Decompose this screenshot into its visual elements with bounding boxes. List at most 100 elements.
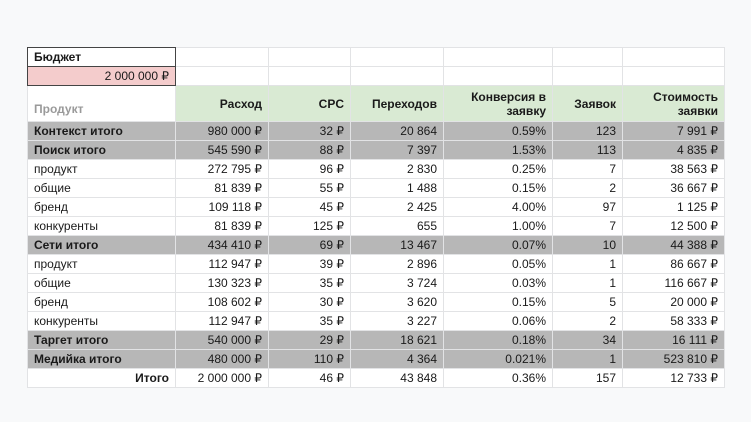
value-cell[interactable]: 1 488 [350,178,444,198]
value-cell[interactable]: 112 947 ₽ [175,254,269,274]
value-cell[interactable]: 0.18% [443,330,553,350]
value-cell[interactable]: 112 947 ₽ [175,311,269,331]
value-cell[interactable]: 44 388 ₽ [622,235,725,255]
col-header-product[interactable]: Продукт [27,85,176,122]
value-cell[interactable]: 1.53% [443,140,553,160]
value-cell[interactable]: 2 [552,311,623,331]
value-cell[interactable]: 12 500 ₽ [622,216,725,236]
value-cell[interactable]: 110 ₽ [268,349,351,369]
row-label-cell[interactable]: Таргет итого [27,330,176,350]
value-cell[interactable]: 1.00% [443,216,553,236]
value-cell[interactable]: 7 397 [350,140,444,160]
value-cell[interactable]: 123 [552,121,623,141]
row-label-cell[interactable]: Поиск итого [27,140,176,160]
value-cell[interactable]: 1 125 ₽ [622,197,725,217]
row-label-cell[interactable]: конкуренты [27,311,176,331]
empty-cell[interactable] [268,47,351,67]
value-cell[interactable]: 32 ₽ [268,121,351,141]
value-cell[interactable]: 2 000 000 ₽ [175,368,269,388]
value-cell[interactable]: 13 467 [350,235,444,255]
empty-cell[interactable] [622,66,725,86]
row-label-cell[interactable]: Медийка итого [27,349,176,369]
empty-cell[interactable] [552,66,623,86]
value-cell[interactable]: 0.15% [443,178,553,198]
value-cell[interactable]: 0.59% [443,121,553,141]
value-cell[interactable]: 96 ₽ [268,159,351,179]
value-cell[interactable]: 20 864 [350,121,444,141]
value-cell[interactable]: 0.25% [443,159,553,179]
value-cell[interactable]: 545 590 ₽ [175,140,269,160]
value-cell[interactable]: 43 848 [350,368,444,388]
value-cell[interactable]: 109 118 ₽ [175,197,269,217]
empty-cell[interactable] [552,47,623,67]
value-cell[interactable]: 655 [350,216,444,236]
value-cell[interactable]: 81 839 ₽ [175,178,269,198]
value-cell[interactable]: 0.06% [443,311,553,331]
value-cell[interactable]: 30 ₽ [268,292,351,312]
value-cell[interactable]: 540 000 ₽ [175,330,269,350]
value-cell[interactable]: 0.05% [443,254,553,274]
value-cell[interactable]: 20 000 ₽ [622,292,725,312]
empty-cell[interactable] [622,47,725,67]
value-cell[interactable]: 18 621 [350,330,444,350]
value-cell[interactable]: 980 000 ₽ [175,121,269,141]
value-cell[interactable]: 4.00% [443,197,553,217]
empty-cell[interactable] [268,66,351,86]
col-header-conversion[interactable]: Конверсия в заявку [443,85,553,122]
value-cell[interactable]: 0.021% [443,349,553,369]
value-cell[interactable]: 2 [552,178,623,198]
col-header-expense[interactable]: Расход [175,85,269,122]
value-cell[interactable]: 2 896 [350,254,444,274]
value-cell[interactable]: 523 810 ₽ [622,349,725,369]
value-cell[interactable]: 45 ₽ [268,197,351,217]
value-cell[interactable]: 125 ₽ [268,216,351,236]
value-cell[interactable]: 3 620 [350,292,444,312]
row-label-cell[interactable]: Контекст итого [27,121,176,141]
value-cell[interactable]: 7 [552,159,623,179]
empty-cell[interactable] [443,66,553,86]
empty-cell[interactable] [350,66,444,86]
value-cell[interactable]: 480 000 ₽ [175,349,269,369]
row-label-cell[interactable]: общие [27,273,176,293]
value-cell[interactable]: 36 667 ₽ [622,178,725,198]
value-cell[interactable]: 116 667 ₽ [622,273,725,293]
row-label-cell[interactable]: общие [27,178,176,198]
value-cell[interactable]: 46 ₽ [268,368,351,388]
value-cell[interactable]: 35 ₽ [268,311,351,331]
value-cell[interactable]: 10 [552,235,623,255]
value-cell[interactable]: 1 [552,273,623,293]
value-cell[interactable]: 130 323 ₽ [175,273,269,293]
value-cell[interactable]: 7 991 ₽ [622,121,725,141]
budget-value-cell[interactable]: 2 000 000 ₽ [27,66,176,86]
budget-label-cell[interactable]: Бюджет [27,47,176,67]
value-cell[interactable]: 86 667 ₽ [622,254,725,274]
value-cell[interactable]: 0.03% [443,273,553,293]
value-cell[interactable]: 2 830 [350,159,444,179]
value-cell[interactable]: 0.15% [443,292,553,312]
value-cell[interactable]: 113 [552,140,623,160]
value-cell[interactable]: 34 [552,330,623,350]
row-label-cell[interactable]: бренд [27,197,176,217]
row-label-cell[interactable]: конкуренты [27,216,176,236]
value-cell[interactable]: 58 333 ₽ [622,311,725,331]
row-label-cell[interactable]: продукт [27,159,176,179]
value-cell[interactable]: 0.36% [443,368,553,388]
row-label-cell[interactable]: бренд [27,292,176,312]
value-cell[interactable]: 0.07% [443,235,553,255]
value-cell[interactable]: 69 ₽ [268,235,351,255]
empty-cell[interactable] [443,47,553,67]
value-cell[interactable]: 35 ₽ [268,273,351,293]
value-cell[interactable]: 81 839 ₽ [175,216,269,236]
value-cell[interactable]: 3 724 [350,273,444,293]
value-cell[interactable]: 38 563 ₽ [622,159,725,179]
value-cell[interactable]: 5 [552,292,623,312]
value-cell[interactable]: 108 602 ₽ [175,292,269,312]
empty-cell[interactable] [175,47,269,67]
col-header-leads[interactable]: Заявок [552,85,623,122]
value-cell[interactable]: 29 ₽ [268,330,351,350]
col-header-cpc[interactable]: CPC [268,85,351,122]
value-cell[interactable]: 272 795 ₽ [175,159,269,179]
col-header-clicks[interactable]: Переходов [350,85,444,122]
empty-cell[interactable] [350,47,444,67]
value-cell[interactable]: 1 [552,349,623,369]
